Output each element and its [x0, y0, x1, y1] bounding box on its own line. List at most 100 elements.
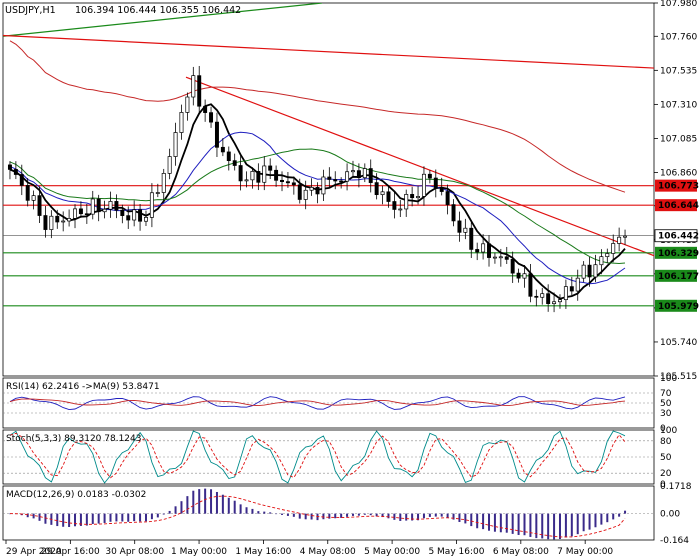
candle-body	[368, 168, 373, 183]
macd-bar	[44, 513, 47, 524]
candle-body	[268, 165, 273, 171]
macd-title: MACD(12,26,9) 0.0183 -0.0302	[6, 490, 146, 500]
rsi-title: RSI(14) 62.2416 ->MA(9) 53.8471	[6, 382, 160, 392]
macd-bar	[600, 513, 603, 525]
macd-bar	[26, 513, 29, 518]
candle-body	[73, 208, 77, 219]
candle-body	[421, 173, 426, 197]
macd-bar	[505, 513, 508, 533]
macd-bar	[476, 513, 479, 529]
macd-bar	[328, 513, 331, 519]
x-tick-label: 4 May 08:00	[300, 547, 356, 557]
candle-body	[244, 179, 249, 182]
macd-bar	[499, 513, 502, 533]
candle-body	[392, 201, 397, 210]
macd-tick-label: 0.00	[660, 510, 680, 520]
macd-bar	[263, 511, 266, 514]
candle-body	[528, 273, 533, 297]
ma-line-mid	[9, 131, 626, 285]
price-tag-box	[655, 299, 697, 312]
candle-body	[84, 213, 89, 216]
candle-body	[522, 273, 527, 279]
price-tag-label: 106.442	[658, 232, 699, 242]
candle-body	[380, 191, 385, 196]
candle-body	[179, 112, 184, 133]
candle-body	[61, 220, 66, 223]
macd-bar	[523, 513, 526, 536]
macd-bar	[79, 513, 82, 526]
macd-bar	[156, 513, 159, 518]
price-tag-box	[655, 179, 697, 192]
macd-bar	[434, 513, 437, 517]
macd-bar	[127, 513, 130, 522]
candle-body	[55, 215, 60, 223]
candle-body	[451, 204, 456, 222]
candle-body	[78, 208, 83, 215]
candle-body	[569, 286, 574, 292]
candle-body	[7, 164, 12, 170]
rsi-tick-label: 50	[660, 399, 672, 409]
macd-bar	[204, 488, 207, 514]
macd-bar	[38, 513, 41, 521]
macd-bar	[121, 513, 124, 522]
macd-bar	[547, 513, 550, 540]
candle-body	[351, 170, 355, 173]
price-tag-box	[655, 269, 697, 282]
candle-body	[558, 299, 562, 303]
candle-body	[250, 171, 255, 181]
candle-body	[209, 112, 214, 123]
candle-body	[13, 169, 18, 175]
y-tick-label: 107.980	[660, 0, 697, 9]
candle-body	[280, 179, 284, 182]
macd-bar	[221, 494, 224, 514]
macd-bar	[393, 513, 396, 520]
stoch-title: Stoch(5,3,3) 89.3120 78.1243	[6, 434, 141, 444]
candle-body	[498, 256, 503, 259]
macd-bar	[428, 513, 431, 517]
candle-body	[333, 179, 338, 182]
candle-body	[144, 217, 148, 222]
quote-ohlc: 106.394 106.444 106.355 106.442	[75, 5, 241, 16]
macd-bar	[68, 513, 71, 527]
macd-bar	[340, 513, 343, 518]
price-tag-label: 106.644	[658, 201, 699, 211]
macd-bar	[133, 513, 136, 522]
macd-bar	[482, 513, 485, 530]
y-tick-label: 107.760	[660, 32, 697, 42]
candle-body	[96, 198, 101, 213]
macd-bar	[529, 513, 532, 537]
candle-body	[285, 181, 290, 184]
macd-bar	[618, 513, 621, 517]
candle-body	[386, 191, 391, 202]
candle-body	[504, 256, 509, 260]
candle-body	[90, 198, 95, 215]
candle-body	[433, 177, 438, 188]
candle-body	[149, 192, 154, 218]
candle-body	[492, 256, 497, 259]
macd-bar	[405, 513, 408, 521]
macd-bar	[245, 507, 248, 514]
candle-body	[374, 182, 379, 196]
macd-bar	[174, 506, 177, 514]
stoch-tick-label: 100	[660, 426, 677, 436]
macd-bar	[62, 513, 65, 527]
x-tick-label: 1 May 00:00	[171, 547, 227, 557]
price-tag-label: 106.177	[658, 272, 699, 282]
macd-bar	[488, 513, 491, 531]
macd-bar	[150, 513, 153, 520]
macd-bar	[257, 511, 260, 514]
main-pane-frame	[2, 2, 655, 377]
macd-bar	[624, 510, 627, 514]
trendline-red-upper	[3, 34, 654, 69]
x-tick-label: 30 Apr 08:00	[105, 547, 164, 557]
rsi-tick-label: 0	[660, 424, 666, 434]
macd-tick-label: -0.164	[660, 536, 689, 546]
macd-bar	[91, 513, 94, 524]
candle-body	[463, 227, 468, 233]
candle-body	[191, 75, 196, 98]
candle-body	[563, 286, 568, 301]
candle-body	[114, 201, 119, 211]
candle-body	[197, 75, 202, 107]
candle-body	[49, 215, 54, 230]
